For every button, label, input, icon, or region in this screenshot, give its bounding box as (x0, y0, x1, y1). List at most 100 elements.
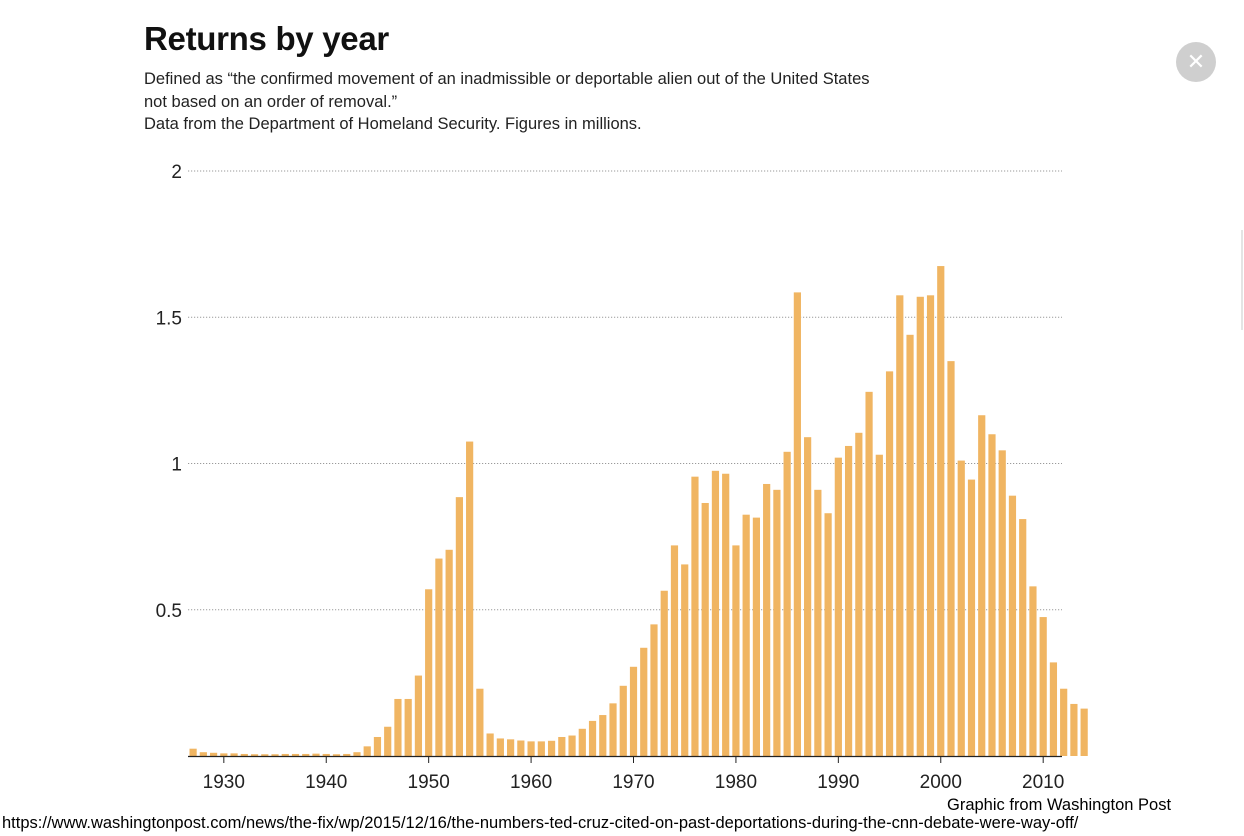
bar-1966 (588, 720, 597, 756)
close-icon[interactable]: ✕ (1186, 49, 1206, 75)
bar-2013 (1070, 703, 1078, 756)
bar-2006 (998, 450, 1006, 756)
bar-1951 (435, 558, 443, 756)
x-tick-label: 2010 (1022, 772, 1064, 793)
bar-1932 (240, 753, 248, 756)
bar-1929 (209, 752, 218, 756)
bar-2012 (1060, 688, 1068, 756)
bar-1956 (486, 733, 494, 756)
bar-1928 (199, 752, 207, 756)
bar-1960 (527, 741, 535, 756)
bar-2003 (967, 479, 976, 756)
bar-1946 (384, 726, 392, 756)
bar-1994 (875, 454, 883, 756)
x-tick-label: 1950 (408, 772, 450, 793)
bar-2011 (1049, 662, 1058, 756)
bar-1975 (681, 564, 689, 756)
x-tick-label: 2000 (920, 772, 962, 793)
bar-1988 (814, 489, 822, 756)
y-tick-label: 0.5 (156, 601, 182, 622)
bar-1985 (783, 451, 791, 756)
bar-1955 (476, 688, 484, 756)
y-tick-label: 1 (171, 455, 182, 476)
bar-2002 (957, 460, 965, 756)
bar-1943 (353, 752, 361, 756)
bar-1981 (742, 514, 750, 756)
bar-1949 (414, 675, 423, 756)
bars (189, 266, 1088, 756)
bar-1962 (547, 740, 556, 756)
bar-1930 (220, 753, 228, 756)
bar-1999 (926, 295, 935, 756)
bar-1972 (650, 624, 658, 756)
bar-1940 (322, 753, 330, 756)
bar-1984 (773, 489, 781, 756)
axes: 0.5 1 1.5 2 1930 1940 1950 1960 1970 1980 1990 2000… (156, 162, 1065, 793)
x-tick-label: 1970 (612, 772, 654, 793)
y-tick-label: 2 (171, 162, 182, 183)
bar-1978 (711, 470, 720, 756)
bar-1953 (455, 497, 463, 756)
bar-1959 (517, 740, 525, 756)
bar-1973 (660, 590, 668, 756)
bar-1970 (629, 666, 638, 756)
bar-1968 (609, 703, 617, 756)
bar-1961 (537, 741, 545, 756)
bar-1954 (466, 441, 474, 756)
bar-1965 (578, 728, 586, 756)
bar-1948 (404, 698, 412, 756)
bar-1982 (752, 517, 761, 756)
bar-1941 (332, 754, 341, 756)
bar-1991 (844, 445, 853, 756)
bar-1979 (722, 473, 730, 756)
x-tick-label: 1940 (305, 772, 347, 793)
bar-1939 (312, 753, 320, 756)
bar-1992 (855, 432, 863, 756)
bar-1957 (496, 738, 504, 756)
bar-1927 (189, 748, 197, 756)
x-tick-label: 1960 (510, 772, 552, 793)
bar-1993 (865, 391, 873, 756)
bar-1989 (824, 513, 832, 756)
x-tick-label: 1930 (203, 772, 245, 793)
bar-1976 (691, 476, 699, 756)
bar-1933 (250, 754, 259, 756)
y-tick-label: 1.5 (156, 308, 182, 329)
bar-1983 (763, 483, 771, 756)
x-tick-label: 1980 (715, 772, 757, 793)
bar-1967 (599, 715, 607, 756)
bar-2007 (1008, 495, 1017, 756)
bar-1995 (885, 371, 894, 756)
bar-1998 (916, 296, 924, 756)
bar-1980 (732, 545, 740, 756)
bar-1942 (343, 753, 351, 756)
bar-1931 (230, 753, 238, 756)
bar-1938 (302, 753, 310, 756)
bar-1947 (394, 698, 402, 756)
subtitle-line-1: Defined as “the confirmed movement of an… (144, 70, 870, 88)
bar-1934 (261, 754, 269, 756)
source-url[interactable]: https://www.washingtonpost.com/news/the-… (2, 814, 1079, 832)
bar-1977 (701, 502, 709, 756)
bar-1944 (363, 746, 371, 756)
bar-2010 (1039, 617, 1047, 756)
bar-2008 (1019, 519, 1027, 756)
bar-1990 (834, 457, 842, 756)
bar-1969 (619, 685, 627, 756)
bar-1964 (568, 735, 576, 756)
chart-title: Returns by year (144, 20, 389, 57)
close-button[interactable]: ✕ (1176, 42, 1216, 82)
bar-1952 (445, 549, 453, 756)
bar-1996 (896, 295, 904, 756)
x-tick-label: 1990 (817, 772, 859, 793)
bar-2001 (947, 361, 955, 756)
bar-1987 (804, 437, 812, 756)
bar-1935 (271, 754, 279, 756)
bar-1963 (558, 736, 566, 756)
bar-2004 (978, 415, 986, 756)
subtitle-line-2: not based on an order of removal.” (144, 92, 398, 111)
graphic-credit: Graphic from Washington Post (947, 796, 1172, 814)
bar-1937 (291, 753, 300, 756)
scrollbar-track[interactable] (1241, 230, 1243, 330)
